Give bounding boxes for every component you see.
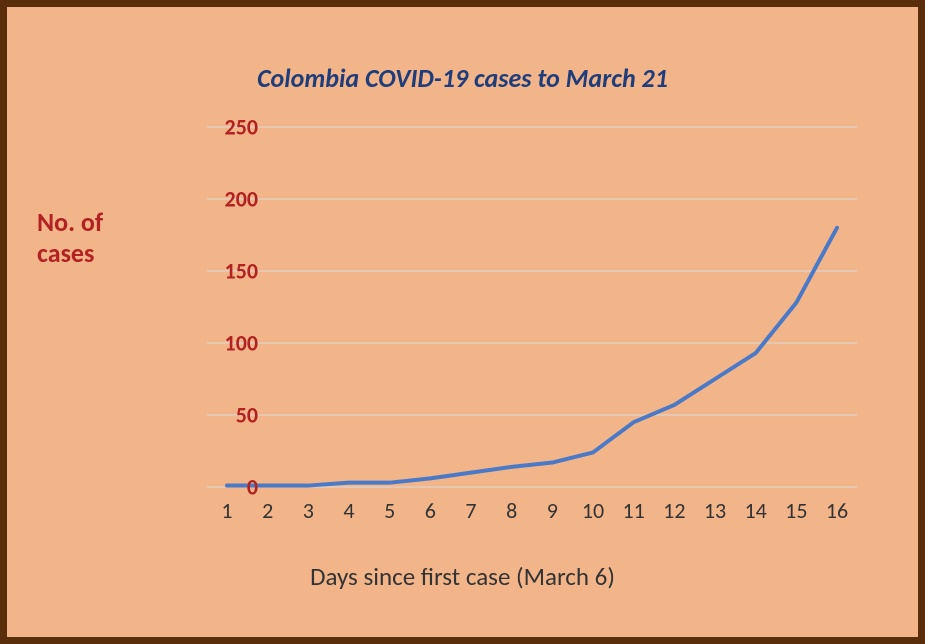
x-tick-label: 11 [623, 497, 645, 524]
x-axis-label: Days since first case (March 6) [7, 561, 918, 592]
y-axis-label-line2: cases [37, 237, 94, 269]
y-tick-label: 200 [198, 186, 258, 213]
x-tick-label: 13 [704, 497, 726, 524]
x-tick-label: 6 [425, 497, 436, 524]
x-tick-label: 9 [547, 497, 558, 524]
chart-frame: Colombia COVID-19 cases to March 21 No. … [0, 0, 925, 644]
y-axis-label-line1: No. of [37, 206, 103, 238]
x-tick-label: 12 [663, 497, 685, 524]
y-axis-label: No. of cases [37, 207, 103, 269]
x-tick-label: 15 [785, 497, 807, 524]
chart-title: Colombia COVID-19 cases to March 21 [7, 62, 918, 94]
x-tick-label: 4 [343, 497, 354, 524]
y-tick-label: 50 [198, 402, 258, 429]
x-tick-label: 1 [221, 497, 232, 524]
x-tick-label: 16 [826, 497, 848, 524]
gridlines-group [207, 127, 857, 487]
x-tick-label: 5 [384, 497, 395, 524]
x-tick-label: 3 [303, 497, 314, 524]
x-tick-label: 8 [506, 497, 517, 524]
x-tick-label: 10 [582, 497, 604, 524]
data-series-line [227, 228, 837, 486]
y-tick-label: 150 [198, 258, 258, 285]
y-tick-label: 250 [198, 114, 258, 141]
x-tick-label: 7 [465, 497, 476, 524]
chart-svg [207, 127, 857, 487]
plot-area [207, 127, 857, 487]
x-tick-label: 2 [262, 497, 273, 524]
y-tick-label: 100 [198, 330, 258, 357]
x-tick-label: 14 [745, 497, 767, 524]
